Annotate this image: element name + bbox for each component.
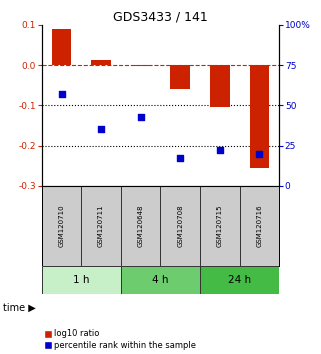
Bar (200, 186, 240, 267)
Bar (121, 267, 200, 294)
Bar (249, 65, 269, 168)
Bar (210, 65, 230, 107)
Point (257, 151, 262, 156)
Text: GSM120716: GSM120716 (256, 205, 263, 247)
Text: time ▶: time ▶ (3, 303, 36, 313)
Point (178, 156, 183, 161)
Text: GSM120710: GSM120710 (58, 205, 65, 247)
Text: GSM120711: GSM120711 (98, 205, 104, 247)
Bar (52, 29, 71, 65)
Text: GSM120648: GSM120648 (138, 205, 144, 247)
Bar (81, 186, 121, 267)
Bar (42, 186, 81, 267)
Bar (42, 267, 121, 294)
Text: GSM120708: GSM120708 (177, 205, 183, 247)
Text: GSM120715: GSM120715 (217, 205, 223, 247)
Bar (160, 186, 200, 267)
Point (99, 127, 104, 132)
Bar (131, 65, 151, 66)
Point (138, 114, 143, 119)
Text: 24 h: 24 h (228, 275, 251, 285)
Bar (170, 65, 190, 89)
Point (59, 91, 64, 97)
Text: 4 h: 4 h (152, 275, 169, 285)
Bar (240, 186, 279, 267)
Text: 1 h: 1 h (73, 275, 90, 285)
Title: GDS3433 / 141: GDS3433 / 141 (113, 11, 208, 24)
Legend: log10 ratio, percentile rank within the sample: log10 ratio, percentile rank within the … (46, 329, 196, 350)
Bar (91, 60, 111, 65)
Bar (121, 186, 160, 267)
Point (217, 148, 222, 153)
Bar (200, 267, 279, 294)
